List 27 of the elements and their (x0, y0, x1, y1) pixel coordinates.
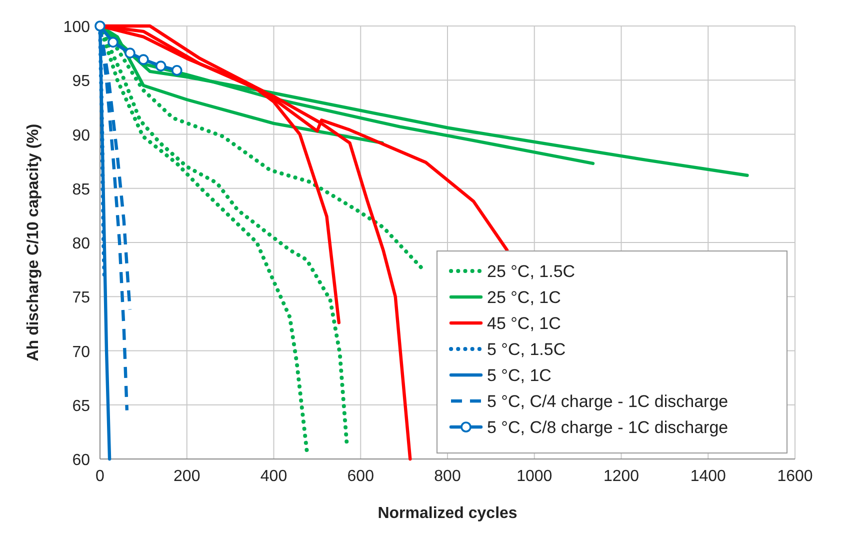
legend-label: 25 °C, 1.5C (487, 262, 576, 281)
x-tick-label: 1600 (777, 468, 813, 485)
y-axis-title: Ah discharge C/10 capacity (%) (25, 124, 42, 362)
y-tick-label: 70 (72, 344, 90, 361)
x-tick-label: 200 (174, 468, 200, 485)
x-tick-label: 0 (96, 468, 105, 485)
y-tick-label: 85 (72, 181, 90, 198)
y-tick-label: 80 (72, 236, 90, 252)
x-axis-title: Normalized cycles (378, 505, 518, 522)
legend-label: 5 °C, 1.5C (487, 340, 566, 359)
x-tick-label: 800 (434, 468, 461, 485)
legend-label: 5 °C, C/8 charge - 1C discharge (487, 418, 728, 437)
x-tick-label: 400 (260, 468, 288, 485)
y-tick-label: 100 (63, 19, 90, 36)
y-tick-label: 65 (72, 398, 90, 415)
x-tick-label: 600 (347, 468, 374, 485)
y-tick-label: 75 (72, 290, 90, 307)
x-tick-label: 1400 (690, 468, 726, 485)
legend-label: 5 °C, 1C (487, 366, 552, 385)
y-tick-label: 95 (72, 73, 90, 90)
legend-label: 25 °C, 1C (487, 288, 561, 307)
x-tick-label: 1200 (603, 468, 640, 485)
y-tick-label: 90 (72, 127, 90, 144)
legend-label: 45 °C, 1C (487, 314, 561, 333)
y-tick-label: 60 (72, 452, 90, 469)
x-tick-label: 1000 (516, 468, 552, 485)
legend-label: 5 °C, C/4 charge - 1C discharge (487, 392, 728, 411)
